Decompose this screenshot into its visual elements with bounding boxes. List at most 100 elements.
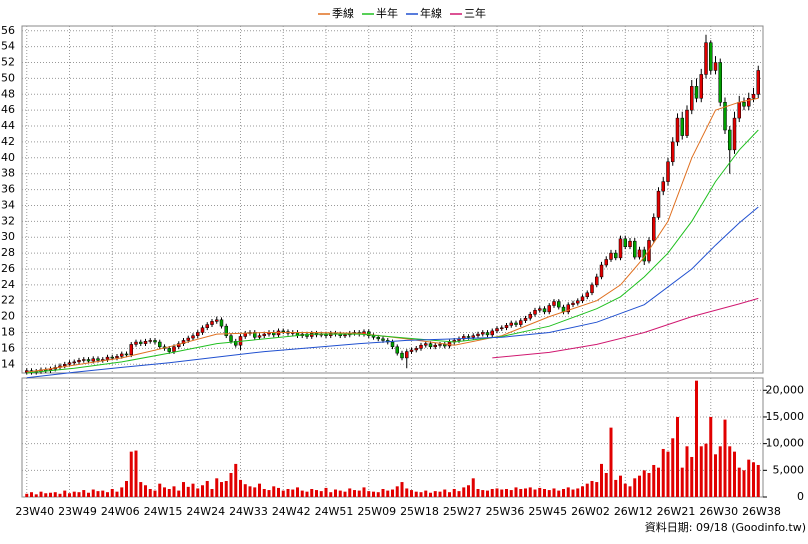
volume-bar [476,488,480,497]
candle-body [628,240,632,247]
volume-bar [638,475,641,497]
volume-bar [205,480,209,497]
candle-body [25,370,29,373]
volume-bar [63,490,67,497]
candle-body [680,117,684,136]
volume-bar [528,487,532,497]
candle-body [96,358,100,361]
candle-body [504,325,509,328]
candle-body [694,86,699,99]
y-tick-label: 30 [1,230,15,243]
volume-bar [514,487,518,497]
y2-tick-label: 0 [797,490,804,503]
volume-bar [25,493,29,497]
volume-bar [191,483,195,497]
y-tick-label: 20 [1,310,15,323]
volume-bar [139,482,143,497]
candle-body [72,361,76,364]
volume-bar [106,492,109,497]
volume-bar [557,490,561,497]
candle-body [105,356,110,360]
volume-bar [571,489,575,497]
volume-bar [258,483,261,497]
volume-bar [291,489,295,497]
candle-body [509,322,513,326]
candle-body [476,333,480,336]
candle-body [395,346,399,354]
volume-bar [68,493,71,497]
candle-body [428,343,433,348]
x-tick-label: 26W12 [614,505,653,518]
volume-bar [652,464,656,497]
x-tick-label: 24W33 [229,505,268,518]
candle-body [633,240,637,258]
volume-bar [524,488,527,497]
candle-body [67,362,72,365]
candle-body [153,340,157,343]
volume-bar [391,489,394,497]
footnote: 資料日期: 09/18 (Goodinfo.tw) [645,520,806,534]
candle-body [381,338,385,341]
candle-body [528,313,532,319]
volume-bar [547,490,551,497]
candle-body [495,328,499,332]
volume-bar [386,490,390,497]
legend-label: 季線 [332,6,354,20]
y-tick-label: 26 [1,262,15,275]
candle-body [590,284,594,294]
volume-bar [129,451,133,497]
candle-body [538,308,542,311]
candle-body [685,109,689,136]
candle-body [485,332,490,336]
candle-body [571,302,575,305]
volume-bar [500,489,504,497]
volume-bar [338,490,342,497]
candle-body [343,334,347,337]
candle-body [262,333,266,336]
x-tick-label: 25W36 [486,505,525,518]
volume-bar [315,490,318,497]
candle-body [281,330,285,333]
candle-body [713,62,718,71]
volume-bar [666,451,670,497]
x-tick-label: 26W21 [657,505,696,518]
volume-bar [329,492,333,497]
volume-bar [462,487,466,497]
candle-body [500,327,504,329]
y-tick-label: 22 [1,294,15,307]
x-tick-label: 25W09 [357,505,396,518]
volume-bar [486,490,489,497]
volume-bar [210,488,214,497]
candle-body [557,301,561,308]
volume-bar [448,492,451,497]
candle-body [414,348,418,351]
candle-body [124,353,129,356]
volume-bar [704,443,708,497]
volume-bar [120,487,124,497]
candle-body [723,101,727,131]
candle-body [718,62,722,103]
candle-body [129,344,133,355]
volume-bar [277,487,280,497]
volume-bar [300,490,304,497]
volume-bar [87,492,90,497]
volume-bar [167,488,171,497]
x-tick-label: 24W06 [101,505,140,518]
y-tick-label: 54 [1,40,15,53]
volume-bar [433,491,437,497]
volume-bar [429,492,432,497]
y-tick-label: 52 [1,56,15,69]
volume-bar [543,488,546,497]
volume-bar [633,478,637,497]
volume-bar [695,380,698,497]
volume-bar [229,472,233,497]
volume-bar [96,491,100,497]
candle-body [424,343,428,346]
volume-bar [186,486,190,497]
volume-bar [134,450,138,497]
x-tick-label: 23W40 [15,505,54,518]
candle-body [471,335,475,338]
candle-body [257,335,262,338]
